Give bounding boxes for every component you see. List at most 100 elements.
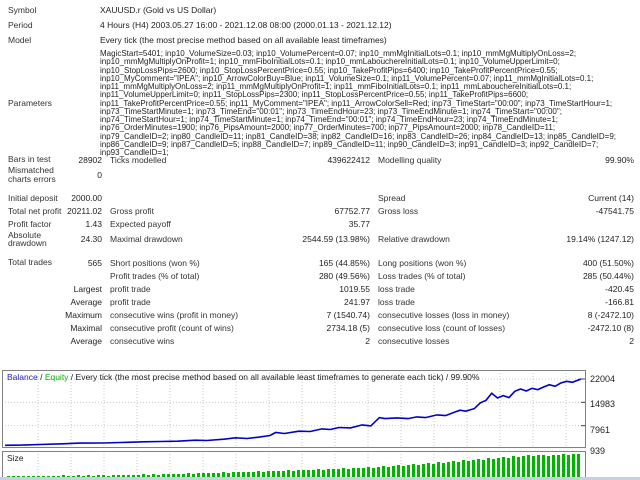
chart-header-part: Balance	[7, 372, 38, 382]
stats-label-1: Mismatched charts errors	[8, 165, 56, 184]
size-bar	[32, 476, 35, 477]
window-bottom-strip	[0, 477, 640, 480]
parameter-line: inp10_mmMgMultiplyOnProfit=1; inp10_mmFi…	[100, 57, 560, 67]
size-bar	[542, 455, 545, 477]
size-bar	[132, 475, 135, 477]
stats-value-3: -47541.75	[595, 206, 634, 217]
size-bar	[97, 475, 100, 477]
size-bar	[242, 472, 245, 477]
size-bar	[502, 457, 505, 477]
parameter-line: inp86_CandleID=9; inp87_CandleID=5; inp8…	[100, 139, 599, 149]
size-bar	[192, 474, 195, 477]
stats-label-1: Total trades	[8, 257, 52, 268]
stats-label-2: Profit trades (% of total)	[110, 270, 200, 281]
info-row: Model Every tick (the most precise metho…	[8, 35, 634, 46]
size-bar	[477, 459, 480, 477]
size-bar	[292, 471, 295, 477]
stats-value-1: 20211.02	[67, 206, 102, 217]
info-value: 4 Hours (H4) 2003.05.27 16:00 - 2021.12.…	[100, 20, 392, 30]
info-label: Symbol	[8, 5, 37, 15]
size-bar	[547, 456, 550, 477]
stats-label-3: consecutive losses	[378, 335, 450, 346]
size-bar	[562, 454, 565, 477]
size-bar	[7, 476, 10, 477]
balance-chart-panel: Balance / Equity / Every tick (the most …	[2, 370, 586, 448]
size-bar	[297, 470, 300, 477]
stats-label-2: Short positions (won %)	[110, 257, 200, 268]
size-bars-chart	[7, 454, 580, 479]
size-bar	[442, 463, 445, 477]
size-bar	[362, 468, 365, 477]
size-bar	[402, 466, 405, 477]
size-bar	[457, 462, 460, 477]
size-bar	[252, 472, 255, 477]
y-axis-tick-label: 22004	[590, 374, 616, 384]
size-bar	[287, 470, 290, 477]
size-bar	[412, 464, 415, 477]
stats-label-3: Long positions (won %)	[378, 257, 467, 268]
stats-label-2: consecutive profit (count of wins)	[110, 322, 234, 333]
size-bar	[117, 475, 120, 477]
stats-label-1: Profit factor	[8, 218, 52, 229]
stats-row: Mismatched charts errors 0	[8, 166, 634, 184]
size-bar	[422, 464, 425, 477]
info-label: Period	[8, 20, 33, 30]
info-table: Symbol XAUUSD.r (Gold vs US Dollar) Peri…	[8, 5, 634, 161]
size-bar	[17, 476, 20, 477]
size-bar	[512, 456, 515, 477]
size-bar	[122, 475, 125, 477]
size-bar	[282, 471, 285, 477]
stats-value-3: 285 (50.44%)	[582, 270, 634, 281]
stats-label-2: Gross profit	[110, 206, 154, 217]
info-label: Model	[8, 35, 32, 45]
size-bar	[77, 475, 80, 477]
size-bar	[37, 476, 40, 477]
size-bar	[277, 471, 280, 477]
stats-label-2: Ticks modelled	[110, 154, 167, 165]
parameter-line: inp79_CandleID=2; inp80_CandleID=11; inp…	[100, 131, 617, 141]
size-bar	[312, 470, 315, 477]
size-bar	[347, 469, 350, 477]
size-bar	[202, 473, 205, 477]
stats-value-3: Current (14)	[588, 193, 634, 204]
chart-header: Balance / Equity / Every tick (the most …	[7, 372, 479, 382]
size-bar	[172, 474, 175, 477]
info-row: Period 4 Hours (H4) 2003.05.27 16:00 - 2…	[8, 20, 634, 31]
stats-value-3: 400 (51.50%)	[582, 257, 634, 268]
stats-value-1: 1.43	[85, 219, 102, 230]
size-panel: Size	[2, 451, 586, 480]
size-bar	[272, 471, 275, 477]
size-bar	[342, 468, 345, 477]
chart-header-part: /	[37, 372, 45, 382]
stats-row: Largest profit trade 1019.55 loss trade …	[8, 282, 634, 295]
stats-label-1: Absolute drawdown	[8, 229, 47, 249]
stats-value-1: 28902	[78, 154, 102, 165]
stats-row: Average profit trade 241.97 loss trade -…	[8, 295, 634, 308]
size-bar	[62, 475, 65, 477]
size-bar	[137, 475, 140, 477]
size-bar	[387, 467, 390, 477]
size-bar	[87, 475, 90, 477]
size-bar	[232, 472, 235, 477]
size-bar	[237, 472, 240, 477]
size-bar	[427, 463, 430, 477]
size-bar	[82, 476, 85, 477]
size-bar	[92, 476, 95, 477]
info-row: Parameters MagicStart=5401; inp10_Volume…	[8, 49, 634, 157]
size-bar	[507, 458, 510, 477]
size-bar	[257, 471, 260, 477]
stats-value-1: Average	[70, 335, 102, 346]
size-bar	[472, 460, 475, 477]
size-panel-label: Size	[7, 453, 24, 463]
size-bar	[432, 464, 435, 477]
size-bar	[162, 474, 165, 477]
size-bar	[372, 468, 375, 477]
parameter-line: inp76_OrderMinutes=1900; inp76_PipsAmoun…	[100, 123, 556, 133]
stats-value-2: 35.77	[348, 219, 370, 230]
size-bar	[492, 459, 495, 477]
stats-value-2: 280 (49.56%)	[318, 270, 370, 281]
parameter-line: inp74_TimeStartHour=1; inp74_TimeStartMi…	[100, 115, 559, 124]
y-axis-tick-label: 7961	[590, 425, 611, 435]
stats-value-2: 2734.18 (5)	[326, 322, 370, 333]
size-bar	[437, 462, 440, 477]
